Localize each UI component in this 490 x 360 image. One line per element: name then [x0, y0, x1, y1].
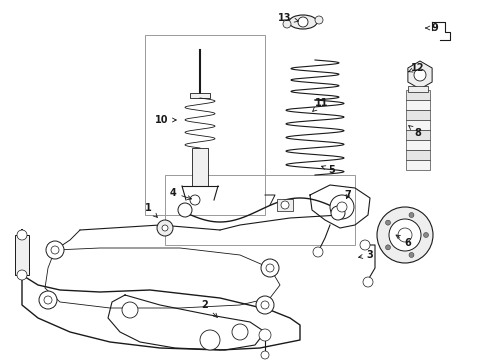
Bar — [406, 120, 430, 130]
Bar — [406, 130, 430, 140]
Circle shape — [414, 69, 426, 81]
Circle shape — [389, 219, 421, 251]
Text: 5: 5 — [321, 165, 335, 175]
Circle shape — [200, 330, 220, 350]
Text: 10: 10 — [155, 115, 176, 125]
Circle shape — [398, 228, 412, 242]
Circle shape — [315, 16, 323, 24]
Circle shape — [162, 225, 168, 231]
Circle shape — [157, 220, 173, 236]
Bar — [406, 110, 430, 120]
Text: 11: 11 — [313, 98, 329, 111]
Circle shape — [298, 17, 308, 27]
Text: 2: 2 — [201, 300, 218, 318]
Ellipse shape — [289, 15, 317, 29]
Circle shape — [409, 212, 414, 217]
Bar — [192, 148, 208, 186]
Text: 3: 3 — [359, 250, 373, 260]
Circle shape — [261, 351, 269, 359]
Bar — [408, 86, 428, 92]
Text: 4: 4 — [170, 188, 192, 199]
Circle shape — [266, 264, 274, 272]
Circle shape — [331, 206, 345, 220]
Circle shape — [386, 245, 391, 250]
Bar — [277, 199, 293, 211]
Bar — [406, 100, 430, 110]
Circle shape — [281, 201, 289, 209]
Circle shape — [17, 230, 27, 240]
Text: 8: 8 — [409, 126, 421, 138]
Circle shape — [386, 220, 391, 225]
Circle shape — [178, 203, 192, 217]
Bar — [145, 35, 265, 215]
Circle shape — [261, 259, 279, 277]
Text: 7: 7 — [344, 190, 351, 200]
Text: 13: 13 — [278, 13, 298, 23]
Circle shape — [190, 195, 200, 205]
Bar — [165, 175, 355, 245]
Circle shape — [283, 20, 291, 28]
Circle shape — [363, 277, 373, 287]
Text: 9: 9 — [426, 23, 439, 33]
Bar — [406, 140, 430, 150]
Circle shape — [122, 302, 138, 318]
Circle shape — [313, 247, 323, 257]
Bar — [406, 90, 430, 100]
Text: 6: 6 — [396, 235, 412, 248]
Bar — [15, 235, 29, 275]
Bar — [406, 150, 430, 160]
Circle shape — [423, 233, 428, 238]
Bar — [190, 93, 210, 98]
Circle shape — [51, 246, 59, 254]
Circle shape — [261, 301, 269, 309]
Circle shape — [17, 270, 27, 280]
Circle shape — [232, 324, 248, 340]
Text: 12: 12 — [408, 63, 425, 73]
Circle shape — [256, 296, 274, 314]
Circle shape — [360, 240, 370, 250]
Circle shape — [44, 296, 52, 304]
Circle shape — [259, 329, 271, 341]
Bar — [406, 160, 430, 170]
Circle shape — [330, 195, 354, 219]
Circle shape — [39, 291, 57, 309]
Text: 1: 1 — [145, 203, 157, 217]
Circle shape — [377, 207, 433, 263]
Circle shape — [46, 241, 64, 259]
Circle shape — [409, 252, 414, 257]
Circle shape — [337, 202, 347, 212]
